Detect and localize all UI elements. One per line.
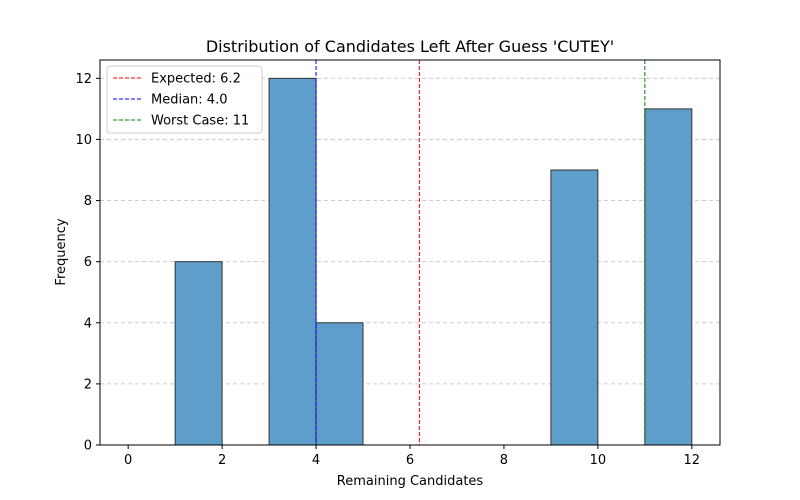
histogram-bars	[174, 77, 693, 446]
legend-label-0: Expected: 6.2	[151, 72, 241, 87]
y-tick-label-2: 4	[84, 316, 92, 331]
y-tick-label-5: 10	[75, 133, 92, 148]
x-tick-label-6: 12	[684, 453, 701, 468]
x-tick-label-3: 6	[406, 453, 414, 468]
y-axis-ticks: 0 2 4 6 8 10 12	[75, 72, 100, 454]
y-tick-label-6: 12	[75, 72, 92, 87]
x-tick-label-1: 2	[218, 453, 226, 468]
bar-2	[315, 322, 364, 446]
bar-0	[174, 261, 223, 446]
y-tick-label-4: 8	[84, 194, 92, 209]
x-axis-label: Remaining Candidates	[337, 474, 484, 489]
bar-1	[268, 77, 317, 446]
x-axis-ticks: 0 2 4 6 8 10 12	[124, 445, 700, 468]
x-tick-label-5: 10	[590, 453, 607, 468]
y-tick-label-3: 6	[84, 255, 92, 270]
bar-3	[550, 169, 599, 446]
x-tick-label-2: 4	[312, 453, 320, 468]
chart-title: Distribution of Candidates Left After Gu…	[206, 37, 614, 56]
y-tick-label-1: 2	[84, 377, 92, 392]
bar-4	[644, 108, 693, 446]
x-tick-label-0: 0	[124, 453, 132, 468]
x-tick-label-4: 8	[500, 453, 508, 468]
y-axis-label: Frequency	[54, 218, 69, 285]
legend-box	[106, 65, 263, 134]
legend-label-2: Worst Case: 11	[151, 114, 249, 129]
legend: Expected: 6.2 Median: 4.0 Worst Case: 11	[106, 65, 263, 134]
reference-lines	[315, 60, 646, 445]
grid-lines	[100, 77, 720, 385]
legend-label-1: Median: 4.0	[151, 93, 227, 108]
y-tick-label-0: 0	[84, 439, 92, 454]
